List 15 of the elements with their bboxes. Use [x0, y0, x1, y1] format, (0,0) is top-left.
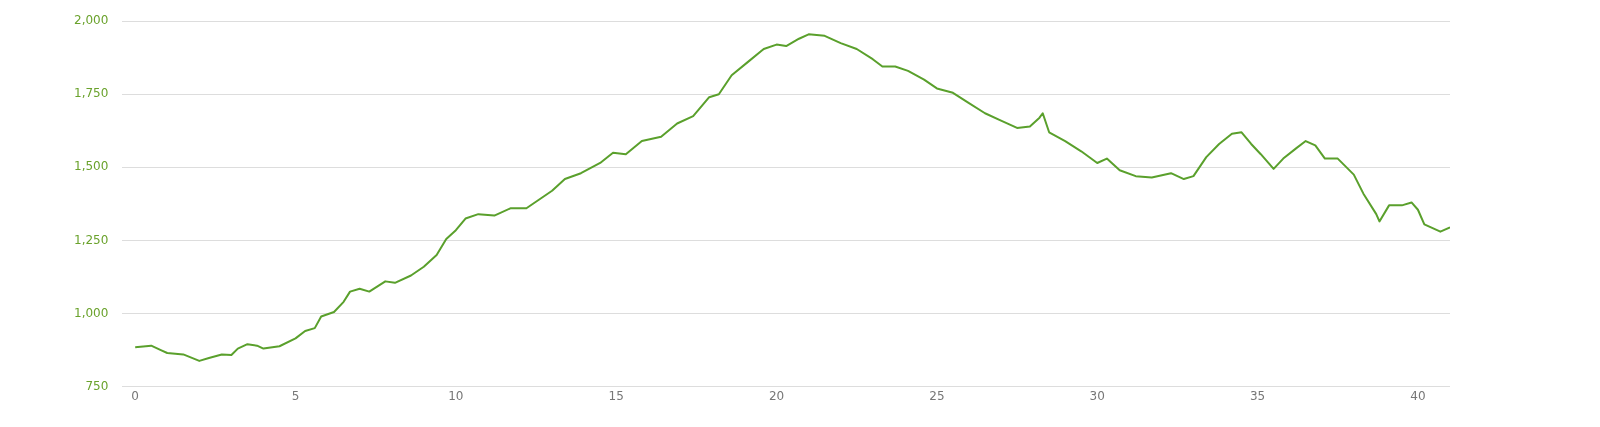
y-tick-label: 1,250	[73, 232, 109, 247]
x-tick-label: 40	[1410, 388, 1426, 403]
y-tick-label: 1,500	[73, 159, 109, 174]
x-tick-label: 5	[291, 388, 300, 403]
y-tick-label: 2,000	[73, 13, 109, 28]
x-tick-label: 30	[1089, 388, 1105, 403]
x-tick-label: 15	[608, 388, 624, 403]
y-tick-label: 1,750	[73, 86, 109, 101]
x-tick-label: 20	[768, 388, 785, 403]
x-tick-label: 10	[448, 388, 464, 403]
y-tick-label: 1,000	[73, 305, 109, 320]
y-tick-label: 750	[85, 378, 109, 393]
x-tick-label: 25	[929, 388, 945, 403]
x-tick-label: 35	[1249, 388, 1266, 403]
x-tick-label: 0	[131, 388, 139, 403]
